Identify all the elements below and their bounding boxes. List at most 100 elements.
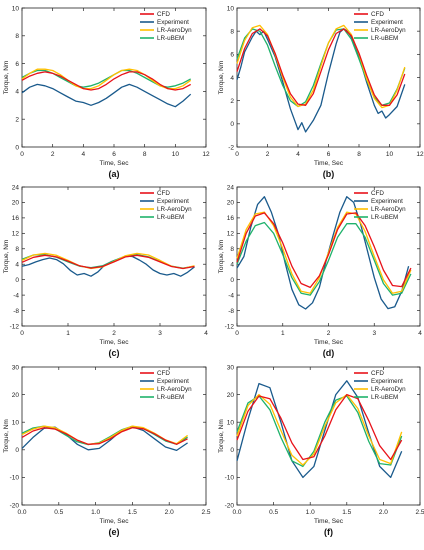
legend-entry: LR-uBEM: [157, 35, 184, 42]
series-line-lr-aerodyn: [236, 393, 403, 466]
x-tick-label: 4: [204, 330, 208, 337]
y-tick-label: 20: [12, 200, 20, 207]
y-tick-label: 8: [230, 28, 234, 35]
x-tick-label: 6: [112, 151, 116, 158]
series-line-cfd: [21, 254, 195, 270]
y-tick-label: 8: [15, 33, 19, 40]
y-tick-label: 10: [12, 420, 20, 427]
y-tick-label: 4: [230, 262, 234, 269]
legend-entry: LR-AeroDyn: [157, 206, 192, 213]
x-tick-label: 0: [20, 330, 24, 337]
y-tick-label: 10: [12, 5, 20, 12]
panel-caption: (f): [324, 527, 333, 537]
legend-entry: Experiment: [157, 19, 189, 26]
x-tick-label: 3: [158, 330, 162, 337]
y-axis-label: Torque, Nm: [218, 240, 225, 274]
y-tick-label: -10: [10, 475, 20, 482]
y-tick-label: -20: [10, 502, 20, 509]
y-tick-label: 0: [230, 447, 234, 454]
y-axis-label: Torque, Nm: [3, 419, 10, 453]
x-tick-label: 0.5: [54, 509, 63, 516]
y-tick-label: 20: [227, 392, 235, 399]
panel-caption: (e): [109, 527, 120, 537]
y-tick-label: 4: [230, 75, 234, 82]
y-tick-label: 20: [227, 200, 235, 207]
panel-caption: (b): [323, 169, 335, 179]
series-line-lr-aerodyn: [236, 24, 406, 109]
x-tick-label: 2.5: [415, 509, 424, 516]
x-tick-label: 8: [357, 151, 361, 158]
y-tick-label: 0: [230, 277, 234, 284]
y-tick-label: -8: [13, 308, 19, 315]
series-line-cfd: [236, 393, 403, 461]
legend-entry: CFD: [157, 11, 170, 18]
chart-panel: 0.0 0.5 1.0 1.5 2.0 2.5 -20 -10 0 10 20 30 Time, Sec…: [3, 364, 211, 537]
series-line-lr-ubem: [236, 28, 406, 108]
y-tick-label: 16: [227, 215, 235, 222]
legend-entry: LR-AeroDyn: [157, 386, 192, 393]
panel-caption: (a): [109, 169, 120, 179]
y-tick-label: 0: [15, 144, 19, 151]
legend-entry: CFD: [157, 370, 170, 377]
y-tick-label: 0: [15, 277, 19, 284]
x-tick-label: 0: [235, 330, 239, 337]
y-tick-label: 30: [227, 364, 235, 371]
y-tick-label: -20: [225, 502, 235, 509]
x-axis-label: Time, Sec: [314, 339, 344, 346]
x-tick-label: 1.5: [128, 509, 137, 516]
legend-entry: Experiment: [371, 19, 403, 26]
series-line-cfd: [236, 212, 412, 289]
legend-entry: LR-uBEM: [371, 214, 398, 221]
y-tick-label: 4: [15, 89, 19, 96]
y-tick-label: 6: [230, 52, 234, 59]
x-tick-label: 12: [202, 151, 210, 158]
x-tick-label: 1.5: [342, 509, 351, 516]
y-tick-label: -12: [10, 323, 20, 330]
y-tick-label: 24: [227, 184, 235, 191]
y-tick-label: -2: [228, 144, 234, 151]
series-line-lr-ubem: [236, 395, 403, 468]
x-tick-label: 0.5: [269, 509, 278, 516]
x-tick-label: 2.0: [379, 509, 388, 516]
series-line-lr-ubem: [236, 221, 412, 296]
x-tick-label: 0.0: [17, 509, 26, 516]
x-tick-label: 1: [281, 330, 285, 337]
series-line-experiment: [236, 380, 403, 479]
x-tick-label: 2.0: [165, 509, 174, 516]
series-line-experiment: [21, 83, 192, 108]
x-tick-label: 4: [82, 151, 86, 158]
x-tick-label: 2: [51, 151, 55, 158]
legend-entry: LR-AeroDyn: [157, 27, 192, 34]
x-tick-label: 4: [418, 330, 422, 337]
legend-entry: Experiment: [371, 198, 403, 205]
legend-entry: LR-uBEM: [371, 394, 398, 401]
panel-caption: (d): [323, 348, 335, 358]
x-tick-label: 10: [386, 151, 394, 158]
x-tick-label: 10: [172, 151, 180, 158]
y-tick-label: 4: [15, 262, 19, 269]
series-line-cfd: [21, 71, 192, 91]
series-line-experiment: [236, 28, 406, 133]
y-tick-label: -4: [13, 292, 19, 299]
series-line-lr-ubem: [21, 253, 195, 269]
y-tick-label: 24: [12, 184, 20, 191]
x-tick-label: 1.0: [306, 509, 315, 516]
legend-entry: LR-uBEM: [157, 394, 184, 401]
legend-entry: LR-uBEM: [371, 35, 398, 42]
legend-entry: Experiment: [157, 378, 189, 385]
chart-panel: 0 2 4 6 8 10 12 0 2 4 6 8 10 Time, Sec Torque, Nm (a) CF…: [3, 5, 210, 179]
y-tick-label: 10: [227, 420, 235, 427]
legend-entry: CFD: [371, 11, 384, 18]
x-axis-label: Time, Sec: [314, 160, 344, 167]
x-tick-label: 2.5: [201, 509, 210, 516]
y-tick-label: 8: [15, 246, 19, 253]
legend-entry: CFD: [157, 190, 170, 197]
y-tick-label: 8: [230, 246, 234, 253]
